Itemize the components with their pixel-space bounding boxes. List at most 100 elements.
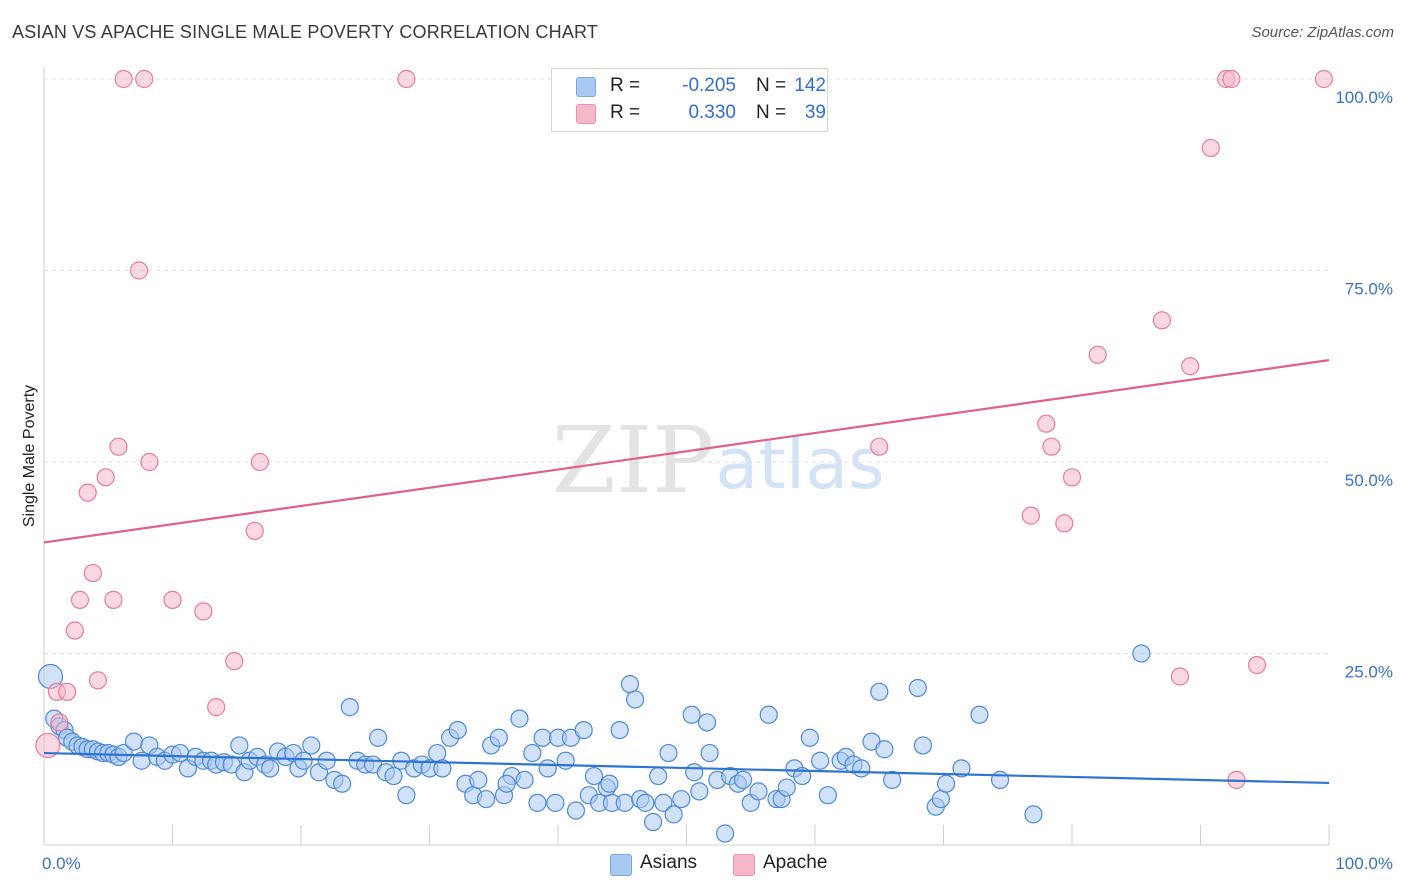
legend-n-label: N =: [756, 75, 787, 96]
apache-point: [88, 671, 108, 690]
asians-point: [875, 740, 894, 759]
y-tick-label: 50.0%: [1345, 471, 1393, 490]
series-legend: Asians Apache: [0, 852, 1406, 878]
apache-point: [245, 521, 264, 541]
axes: [43, 67, 1330, 846]
asians-point: [556, 751, 575, 770]
asians-point: [469, 770, 488, 789]
asians-point: [615, 793, 634, 812]
asians-point: [294, 751, 313, 770]
apache-point: [65, 621, 84, 640]
asians-point: [171, 743, 190, 763]
apache-point: [104, 590, 123, 609]
apache-point: [140, 452, 159, 472]
y-tick-label: 75.0%: [1345, 280, 1393, 299]
asians-point: [340, 698, 359, 717]
y-tick-label: 100.0%: [1335, 88, 1393, 107]
apache-point: [1021, 506, 1040, 525]
correlation-legend: R = -0.205 N = 142 R = 0.330 N = 39: [551, 68, 828, 132]
asians-point: [952, 759, 971, 778]
asians-point: [715, 824, 735, 843]
apache-point: [397, 69, 416, 89]
apache-point: [114, 69, 133, 89]
asians-point: [261, 759, 280, 778]
legend-r-value: -0.205: [682, 75, 736, 96]
asians-point: [114, 743, 133, 763]
legend-r-label: R =: [610, 102, 641, 123]
apache-point: [1055, 514, 1074, 533]
asians-point: [649, 766, 668, 786]
apache-point: [1222, 69, 1241, 89]
asians-point: [852, 759, 871, 778]
source-label: Source: ZipAtlas.com: [1251, 24, 1394, 41]
asians-point: [384, 766, 403, 786]
asians-point: [448, 720, 467, 740]
asians-point: [333, 774, 352, 793]
legend-swatch-asians: [576, 77, 596, 97]
x-tick-label: 0.0%: [42, 854, 81, 873]
asians-point: [759, 705, 778, 724]
apache-point: [1247, 655, 1267, 675]
asians-point: [870, 682, 889, 701]
asians-point: [664, 805, 683, 824]
asians-point: [659, 743, 678, 763]
apache-point: [1170, 667, 1190, 686]
asians-point: [610, 720, 629, 740]
asians-point: [523, 743, 542, 763]
watermark-atlas: atlas: [715, 423, 884, 505]
apache-point: [70, 590, 90, 609]
asians-point: [476, 789, 496, 809]
apache-point: [194, 602, 213, 621]
asians-point: [533, 728, 552, 747]
asians-trend-line: [43, 751, 1330, 785]
apache-point: [135, 69, 154, 89]
apache-trend-line: [43, 359, 1330, 544]
asians-point: [690, 782, 709, 801]
chart-title: ASIAN VS APACHE SINGLE MALE POVERTY CORR…: [12, 22, 599, 42]
asians-point: [428, 743, 447, 763]
asians-point: [124, 732, 144, 751]
asians-point: [510, 709, 529, 728]
asians-point: [800, 728, 819, 747]
asians-point: [433, 759, 452, 778]
apache-point: [1088, 345, 1107, 364]
asians-point: [369, 728, 388, 747]
asians-point: [749, 782, 768, 801]
apache-point: [870, 437, 889, 456]
y-axis-label: Single Male Poverty: [21, 385, 38, 527]
apache-point: [96, 468, 115, 487]
apache-point: [50, 713, 69, 732]
apache-point: [163, 590, 182, 609]
legend-r-value: 0.330: [688, 102, 736, 123]
asians-point: [566, 801, 586, 820]
apache-point: [35, 732, 61, 759]
watermark: ZIP atlas: [552, 407, 885, 514]
asians-point: [697, 713, 717, 732]
legend-n-label: N =: [756, 102, 787, 123]
asians-point: [397, 786, 416, 805]
series-apache: [35, 69, 1333, 789]
asians-point: [636, 793, 655, 812]
asians-point: [620, 675, 640, 694]
legend-label-asians: Asians: [640, 852, 698, 873]
asians-point: [600, 774, 619, 793]
asians-point: [230, 736, 249, 755]
watermark-zip: ZIP: [552, 407, 714, 514]
asians-point: [1024, 805, 1043, 824]
apache-point: [1314, 69, 1333, 89]
asians-point: [682, 705, 701, 724]
asians-point: [1132, 644, 1151, 663]
apache-point: [1181, 357, 1200, 376]
legend-n-value: 39: [804, 102, 826, 123]
asians-point: [489, 728, 508, 747]
asians-point: [990, 770, 1010, 789]
apache-point: [1037, 414, 1056, 433]
y-tick-label: 25.0%: [1345, 663, 1393, 682]
apache-point: [1062, 468, 1082, 487]
asians-point: [584, 766, 604, 786]
asians-point: [515, 770, 534, 789]
asians-point: [625, 690, 645, 709]
legend-n-value: 142: [794, 75, 826, 96]
asians-point: [700, 743, 719, 763]
